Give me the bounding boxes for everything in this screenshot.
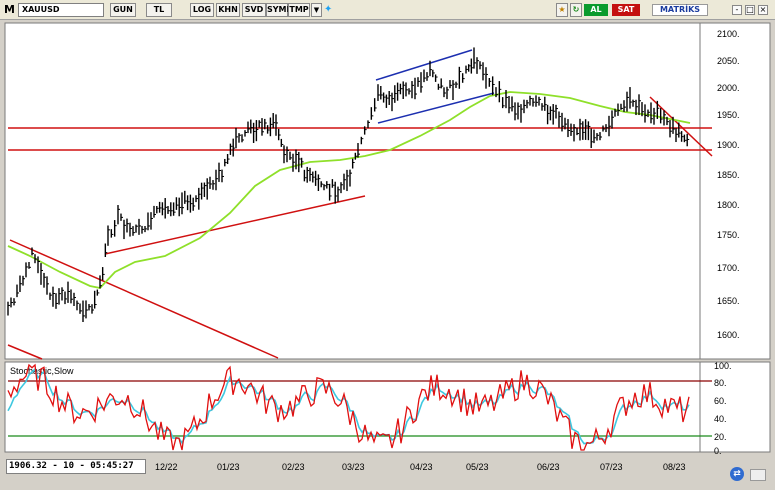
date-label: 05/23 xyxy=(466,462,489,472)
symbol-input[interactable]: XAUUSD xyxy=(18,3,104,17)
swap-icon[interactable]: ⇄ xyxy=(730,467,744,481)
buy-button[interactable]: AL xyxy=(584,4,608,16)
stochastic-axis-labels: 100. 80. 60. 40. 20. 0. xyxy=(714,361,732,455)
date-label: 07/23 xyxy=(600,462,623,472)
price-label: 1800. xyxy=(717,200,740,210)
chart-toolbar: M XAUUSD GUN TL LOG KHN SVD SYMP TMP ▼ ✦… xyxy=(0,0,775,20)
svd-button[interactable]: SVD xyxy=(242,3,266,17)
symp-button[interactable]: SYMP xyxy=(266,3,292,17)
channel-top-line xyxy=(375,49,473,81)
stoch-label: 40. xyxy=(714,414,727,424)
sell-button[interactable]: SAT xyxy=(612,4,640,16)
brand-logo: MATRİKS xyxy=(652,4,708,16)
close-button[interactable]: × xyxy=(758,5,768,15)
stoch-label: 100. xyxy=(714,361,732,371)
star-icon[interactable]: ★ xyxy=(556,3,568,17)
date-label: 06/23 xyxy=(537,462,560,472)
dropdown-arrow-icon[interactable]: ▼ xyxy=(311,3,322,17)
stochastic-title: Stochastic,Slow xyxy=(10,366,74,376)
price-axis-labels: 2100. 2050. 2000. 1950. 1900. 1850. 1800… xyxy=(717,29,740,340)
price-label: 2000. xyxy=(717,83,740,93)
log-button[interactable]: LOG xyxy=(190,3,214,17)
price-label: 1600. xyxy=(717,330,740,340)
price-label: 1900. xyxy=(717,140,740,150)
downtrend-line xyxy=(9,239,279,359)
price-axis-panel xyxy=(699,22,771,360)
chart-icon[interactable] xyxy=(750,469,766,481)
window-letter: M xyxy=(4,3,15,16)
date-label: 04/23 xyxy=(410,462,433,472)
price-label: 1750. xyxy=(717,230,740,240)
stoch-label: 60. xyxy=(714,396,727,406)
stochastic-k-line xyxy=(7,363,690,451)
date-label: 01/23 xyxy=(217,462,240,472)
short-downtrend-line xyxy=(649,96,713,157)
stoch-label: 0. xyxy=(714,446,722,455)
price-bars xyxy=(7,47,690,323)
tl-button[interactable]: TL xyxy=(146,3,172,17)
moving-average-line xyxy=(7,91,691,289)
status-bar: 1906.32 - 10 - 05:45:27 12/22 01/23 02/2… xyxy=(0,455,775,490)
gun-button[interactable]: GUN xyxy=(110,3,136,17)
cursor-readout: 1906.32 - 10 - 05:45:27 xyxy=(6,459,146,474)
price-panel xyxy=(4,22,701,360)
twitter-bird-icon[interactable]: ✦ xyxy=(324,4,333,15)
date-label: 08/23 xyxy=(663,462,686,472)
maximize-button[interactable]: □ xyxy=(745,5,755,15)
downtrend-line-lower xyxy=(7,344,43,360)
uptrend-line xyxy=(104,195,366,255)
price-label: 1700. xyxy=(717,263,740,273)
price-label: 1950. xyxy=(717,110,740,120)
stochastic-axis-panel xyxy=(699,361,771,453)
price-chart[interactable]: 2100. 2050. 2000. 1950. 1900. 1850. 1800… xyxy=(0,20,775,455)
khn-button[interactable]: KHN xyxy=(216,3,240,17)
date-label: 02/23 xyxy=(282,462,305,472)
price-label: 2050. xyxy=(717,56,740,66)
minimize-button[interactable]: - xyxy=(732,5,742,15)
date-label: 03/23 xyxy=(342,462,365,472)
stoch-label: 80. xyxy=(714,378,727,388)
price-label: 1650. xyxy=(717,296,740,306)
tmp-button[interactable]: TMP xyxy=(288,3,310,17)
trend-lines xyxy=(7,49,713,360)
date-label: 12/22 xyxy=(155,462,178,472)
refresh-icon[interactable]: ↻ xyxy=(570,3,582,17)
channel-bottom-line xyxy=(377,92,495,124)
price-label: 2100. xyxy=(717,29,740,39)
price-label: 1850. xyxy=(717,170,740,180)
stochastic-panel xyxy=(4,361,701,453)
stoch-label: 20. xyxy=(714,432,727,442)
